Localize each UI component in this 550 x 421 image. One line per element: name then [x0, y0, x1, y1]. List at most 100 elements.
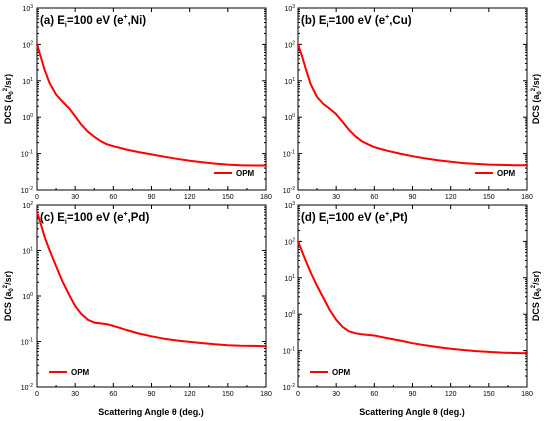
y-tick-base: 10 [283, 188, 291, 195]
plot-frame [36, 7, 267, 191]
y-tick-label: 101 [22, 247, 33, 256]
y-tick-label: 102 [284, 237, 295, 246]
panel-label: (a) Ei=100 eV (e+,Ni) [40, 14, 146, 29]
y-tick-base: 10 [22, 79, 30, 86]
panel-label: (c) Ei=100 eV (e+,Pd) [40, 211, 149, 226]
y-tick-label: 101 [22, 77, 33, 86]
y-tick-exponent: -2 [29, 186, 34, 192]
panel-label-target: ,Pt) [389, 212, 408, 224]
data-curve-opm [297, 240, 528, 355]
y-tick-exponent: 2 [292, 237, 295, 243]
legend-label: OPM [497, 169, 516, 178]
data-curve-opm [297, 43, 528, 167]
y-axis-title: DCS (a02/sr) [531, 74, 543, 124]
y-tick-base: 10 [21, 152, 29, 159]
y-tick-label: 100 [22, 113, 33, 122]
y-tick-base: 10 [21, 385, 29, 392]
y-axis-title: DCS (a02/sr) [531, 271, 543, 321]
y-tick-base: 10 [284, 239, 292, 246]
panel-label-energy: =100 eV (e [329, 15, 386, 27]
x-tick-label: 180 [260, 194, 272, 201]
plot-frame [297, 7, 528, 191]
y-tick-base: 10 [22, 6, 30, 13]
y-axis-title-start: DCS (a [3, 94, 13, 124]
y-tick-exponent: 0 [30, 292, 33, 298]
y-tick-base: 10 [284, 203, 292, 210]
plot-frame [36, 204, 267, 388]
x-tick-label: 90 [409, 194, 417, 201]
y-axis-title-superscript: 2 [531, 284, 537, 288]
y-tick-exponent: -2 [29, 383, 34, 389]
panel-a: 0 30 60 90 120 150 18010-210-1100101102103DCS … [3, 4, 272, 201]
y-tick-label: 101 [284, 77, 295, 86]
y-axis-title-superscript: 2 [3, 284, 9, 288]
y-axis-title-end: /sr) [3, 74, 13, 88]
panel-label-superscript: + [123, 211, 127, 218]
y-tick-base: 10 [284, 276, 292, 283]
y-tick-base: 10 [284, 6, 292, 13]
x-tick-label: 180 [260, 391, 272, 398]
y-tick-base: 10 [22, 115, 30, 122]
y-tick-label: 103 [284, 4, 295, 13]
x-tick-label: 30 [332, 391, 340, 398]
x-tick-label: 0 [296, 391, 300, 398]
panel-label: (b) Ei=100 eV (e+,Cu) [301, 14, 412, 29]
y-axis-title-subscript: 0 [9, 288, 15, 292]
y-tick-label: 101 [284, 274, 295, 283]
y-tick-exponent: 0 [292, 310, 295, 316]
y-tick-exponent: 2 [30, 40, 33, 46]
x-tick-label: 150 [222, 194, 234, 201]
y-tick-exponent: 1 [30, 77, 33, 83]
y-tick-exponent: -1 [291, 347, 296, 353]
y-tick-base: 10 [22, 42, 30, 49]
panel-label-subscript: i [65, 219, 67, 226]
x-tick-label: 0 [35, 194, 39, 201]
data-curve-opm [36, 43, 267, 167]
y-axis-title: DCS (a02/sr) [3, 271, 15, 321]
y-tick-exponent: 1 [292, 77, 295, 83]
panel-label-subscript: i [327, 219, 329, 226]
y-tick-exponent: -1 [29, 150, 34, 156]
y-tick-base: 10 [21, 340, 29, 347]
panel-d: 0 30 60 90 120 150 18010-210-1100101102103DCS … [283, 201, 543, 398]
legend-label: OPM [236, 169, 255, 178]
x-tick-label: 0 [35, 391, 39, 398]
x-tick-label: 90 [148, 391, 156, 398]
panel-label-superscript: + [385, 211, 389, 218]
panel-label-energy: =100 eV (e [329, 212, 386, 224]
y-tick-label: 10-1 [21, 338, 33, 347]
panel-label-energy: =100 eV (e [67, 15, 124, 27]
x-tick-label: 60 [109, 194, 117, 201]
y-axis-title-subscript: 0 [9, 91, 15, 95]
panel-b: 0 30 60 90 120 150 18010-210-1100101102103DCS … [283, 4, 543, 201]
x-tick-label: 30 [71, 391, 79, 398]
x-tick-label: 60 [370, 194, 378, 201]
y-tick-label: 103 [284, 201, 295, 210]
x-tick-label: 150 [222, 391, 234, 398]
x-tick-label: 30 [71, 194, 79, 201]
y-axis-title-start: DCS (a [531, 94, 541, 124]
panel-label-superscript: + [385, 14, 389, 21]
y-tick-base: 10 [284, 79, 292, 86]
y-axis-title-subscript: 0 [537, 288, 543, 292]
x-tick-label: 90 [409, 391, 417, 398]
y-tick-label: 103 [22, 4, 33, 13]
y-tick-base: 10 [22, 294, 30, 301]
y-tick-exponent: 3 [30, 4, 33, 10]
panel-label-target: ,Ni) [128, 15, 147, 27]
y-tick-label: 10-1 [283, 150, 295, 159]
x-tick-label: 60 [109, 391, 117, 398]
y-tick-exponent: -1 [291, 150, 296, 156]
x-tick-label: 120 [184, 391, 196, 398]
x-tick-label: 180 [521, 391, 533, 398]
panel-label: (d) Ei=100 eV (e+,Pt) [301, 211, 408, 226]
y-tick-exponent: 2 [30, 201, 33, 207]
y-axis-title-superscript: 2 [3, 87, 9, 91]
y-tick-exponent: 0 [292, 113, 295, 119]
y-tick-base: 10 [283, 349, 291, 356]
y-tick-label: 100 [284, 310, 295, 319]
y-tick-base: 10 [284, 312, 292, 319]
panel-label-energy: =100 eV (e [67, 212, 124, 224]
y-tick-label: 10-2 [283, 383, 295, 392]
